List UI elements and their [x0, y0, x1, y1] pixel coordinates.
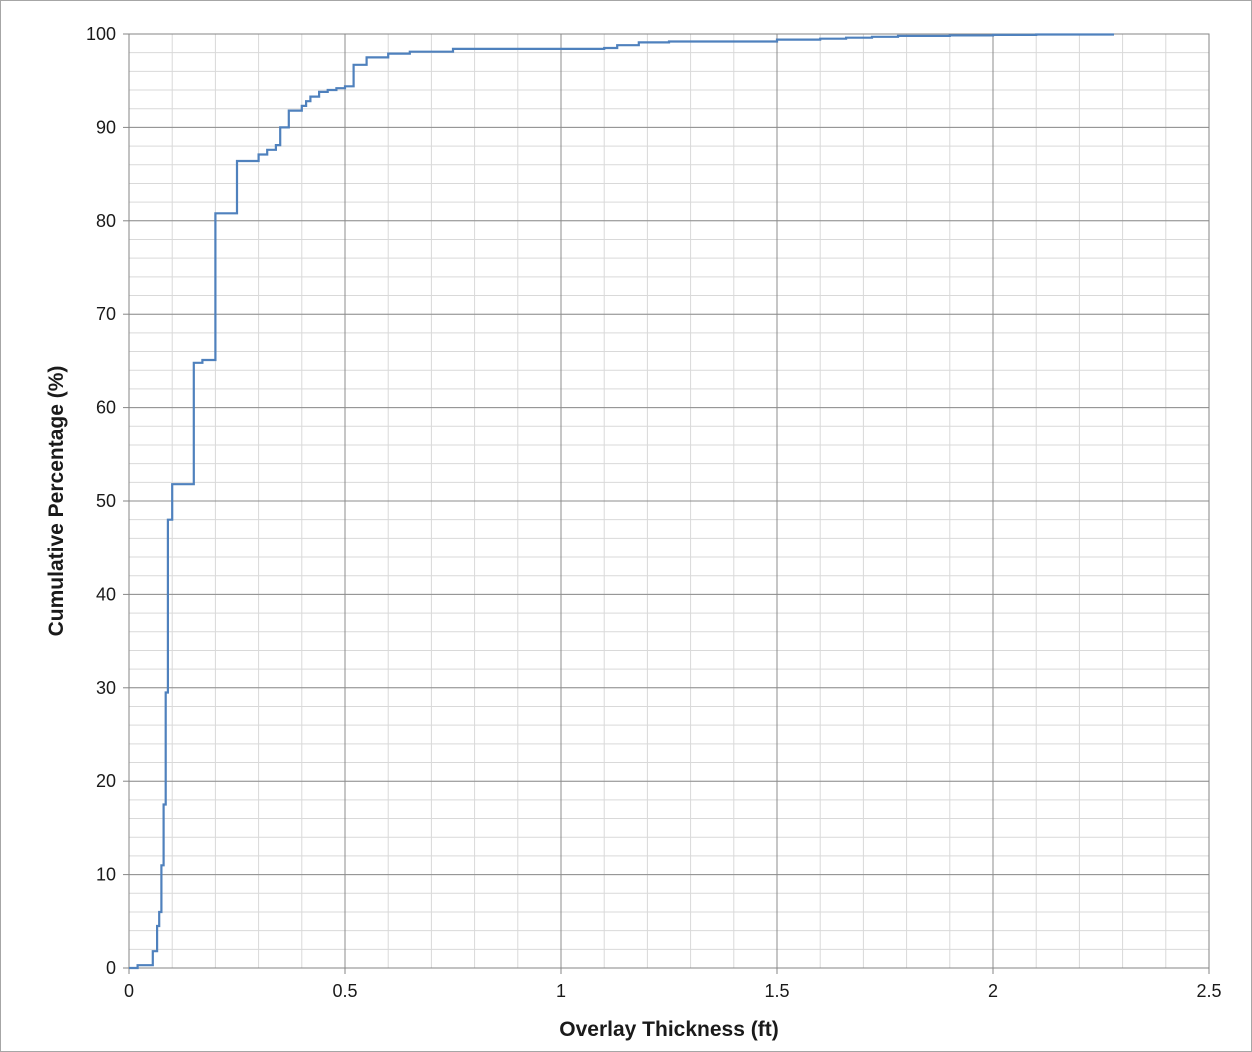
y-tick-label: 20 [96, 771, 116, 791]
y-tick-label: 80 [96, 211, 116, 231]
series-line [129, 33, 1114, 970]
x-tick-label: 0 [124, 981, 134, 1001]
x-tick-label: 1 [556, 981, 566, 1001]
y-tick-label: 30 [96, 678, 116, 698]
y-tick-label: 40 [96, 584, 116, 604]
y-tick-label: 90 [96, 117, 116, 137]
y-tick-label: 50 [96, 491, 116, 511]
x-tick-label: 1.5 [764, 981, 789, 1001]
y-axis-title: Cumulative Percentage (%) [45, 366, 68, 637]
y-tick-label: 100 [86, 24, 116, 44]
major-gridlines [129, 34, 1209, 968]
x-tick-label: 2.5 [1196, 981, 1221, 1001]
y-tick-label: 10 [96, 865, 116, 885]
x-axis-title: Overlay Thickness (ft) [559, 1018, 778, 1041]
y-axis-ticks: 0 10 20 30 40 50 60 70 80 90 100 [86, 24, 129, 978]
x-tick-label: 0.5 [332, 981, 357, 1001]
y-tick-label: 70 [96, 304, 116, 324]
x-tick-label: 2 [988, 981, 998, 1001]
x-axis-ticks: 0 0.5 1 1.5 2 2.5 [124, 968, 1222, 1001]
y-tick-label: 0 [106, 958, 116, 978]
y-tick-label: 60 [96, 398, 116, 418]
series-layer [129, 33, 1114, 970]
